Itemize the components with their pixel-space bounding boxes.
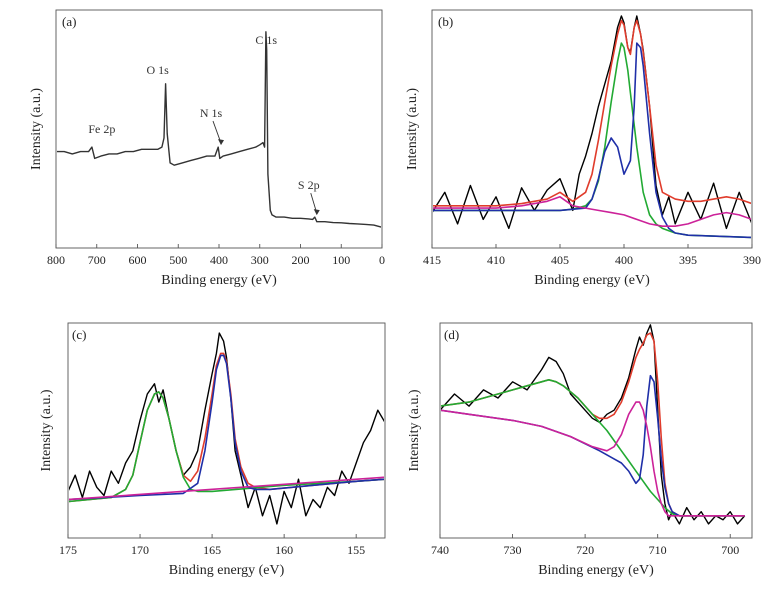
series-line-5 — [441, 401, 745, 517]
x-axis-title: Binding energy (eV) — [169, 563, 285, 578]
plot-frame — [67, 322, 386, 539]
x-axis-title: Binding energy (eV) — [161, 273, 277, 288]
x-tick-label: 405 — [551, 253, 569, 267]
x-tick-label: 200 — [292, 253, 310, 267]
series-line-1 — [57, 31, 381, 228]
panel-label: (c) — [72, 327, 86, 342]
peak-label: Fe 2p — [88, 122, 115, 136]
panel-label: (d) — [444, 327, 459, 342]
x-axis-title: Binding energy (eV) — [534, 273, 650, 288]
y-axis-title: Intensity (a.u.) — [407, 389, 422, 471]
panel-4: 740 730 720 710 700 Binding energy (eV) Intens… — [407, 322, 753, 578]
panel-label: (a) — [62, 14, 76, 29]
peak-label: C 1s — [255, 33, 277, 47]
panel-2: 415 410 405 400 395 390 Binding energy (eV) Int… — [405, 9, 761, 288]
series-line-1 — [69, 332, 384, 525]
x-tick-label: 100 — [332, 253, 350, 267]
x-tick-label: 410 — [487, 253, 505, 267]
x-tick-label: 0 — [379, 253, 385, 267]
panel-label: (b) — [438, 14, 453, 29]
peak-label: S 2p — [298, 178, 320, 192]
x-tick-label: 400 — [615, 253, 633, 267]
x-tick-label: 175 — [59, 543, 77, 557]
x-tick-label: 700 — [721, 543, 739, 557]
annotation-arrowhead — [313, 209, 320, 216]
y-axis-title: Intensity (a.u.) — [29, 88, 44, 170]
plot-frame — [439, 322, 753, 539]
x-tick-label: 300 — [251, 253, 269, 267]
series-line-1 — [433, 15, 751, 230]
y-axis-title: Intensity (a.u.) — [405, 88, 420, 170]
panel-3: 175 170 165 160 155 Binding energy (eV) Intens… — [39, 322, 386, 578]
x-tick-label: 400 — [210, 253, 228, 267]
peak-label: O 1s — [146, 63, 169, 77]
x-tick-label: 740 — [431, 543, 449, 557]
x-tick-label: 415 — [423, 253, 441, 267]
x-tick-label: 700 — [88, 253, 106, 267]
x-tick-label: 730 — [504, 543, 522, 557]
y-axis-title: Intensity (a.u.) — [39, 389, 54, 471]
series-line-1 — [441, 324, 746, 525]
x-tick-label: 600 — [129, 253, 147, 267]
series-line-3 — [69, 391, 384, 503]
series-line-4 — [433, 42, 751, 239]
x-tick-label: 165 — [203, 543, 221, 557]
series-line-4 — [69, 354, 384, 501]
x-tick-label: 720 — [576, 543, 594, 557]
x-tick-label: 500 — [169, 253, 187, 267]
x-tick-label: 800 — [47, 253, 65, 267]
series-line-2 — [433, 19, 751, 207]
x-tick-label: 390 — [743, 253, 761, 267]
series-line-2 — [441, 332, 745, 517]
x-axis-title: Binding energy (eV) — [538, 563, 654, 578]
annotation-arrowhead — [218, 139, 224, 146]
series-line-5 — [433, 196, 751, 227]
series-line-3 — [441, 378, 745, 517]
x-tick-label: 710 — [649, 543, 667, 557]
peak-label: N 1s — [200, 106, 223, 120]
plot-frame — [431, 9, 753, 249]
series-line-5 — [69, 476, 384, 501]
x-tick-label: 160 — [275, 543, 293, 557]
x-tick-label: 170 — [131, 543, 149, 557]
panel-1: 800 700 600 500 400 300 200 100 0 Binding energy … — [29, 9, 385, 288]
x-tick-label: 155 — [347, 543, 365, 557]
x-tick-label: 395 — [679, 253, 697, 267]
